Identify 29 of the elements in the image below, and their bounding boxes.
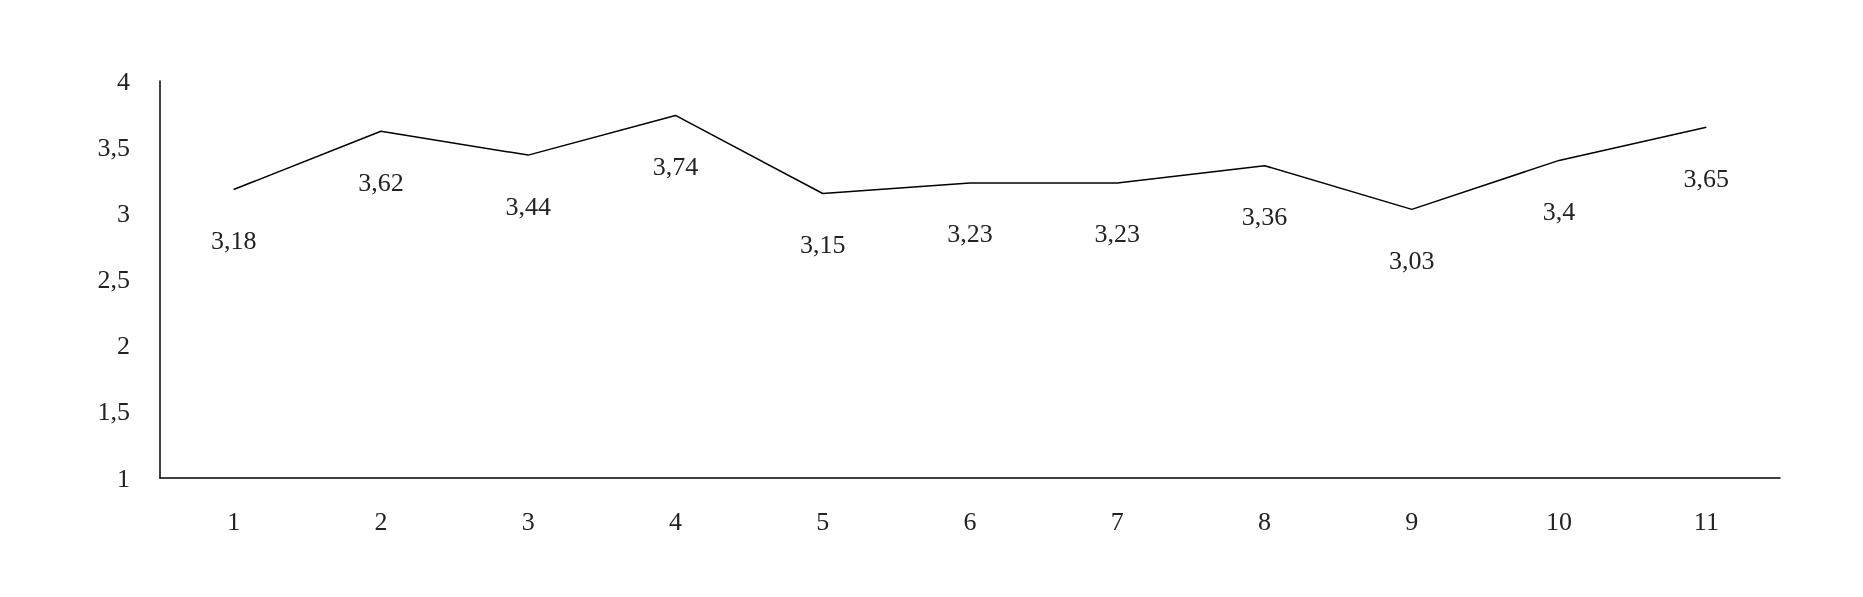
data-label: 3,18 (210, 226, 257, 256)
data-label: 3,44 (505, 191, 551, 221)
data-label: 3,62 (358, 167, 404, 197)
x-tick-label: 8 (1258, 506, 1272, 536)
data-label: 3,23 (947, 219, 993, 249)
y-tick-label: 2,5 (97, 265, 130, 294)
y-tick-label: 4 (117, 66, 130, 96)
x-tick-label: 11 (1693, 506, 1719, 536)
x-tick-label: 10 (1546, 506, 1573, 536)
x-tick-label: 6 (963, 506, 977, 536)
x-tick-label: 1 (227, 506, 241, 536)
data-label: 3,65 (1683, 163, 1730, 193)
x-tick-label: 5 (816, 506, 830, 536)
x-tick-label: 2 (374, 506, 388, 536)
x-tick-label: 4 (668, 506, 682, 536)
y-tick-label: 1,5 (97, 397, 130, 427)
data-label: 3,03 (1389, 245, 1435, 275)
data-label: 3,23 (1094, 219, 1141, 249)
y-tick-label: 3,5 (97, 132, 130, 162)
data-label: 3,36 (1241, 202, 1288, 232)
data-label: 3,4 (1542, 196, 1576, 226)
x-tick-label: 3 (521, 506, 535, 536)
x-tick-label: 9 (1405, 506, 1419, 536)
y-tick-label: 1 (117, 463, 130, 493)
data-label: 3,15 (799, 229, 846, 259)
x-tick-label: 7 (1110, 506, 1124, 536)
y-tick-label: 3 (117, 198, 130, 228)
data-label: 3,74 (652, 151, 699, 181)
y-tick-label: 2 (117, 331, 130, 361)
